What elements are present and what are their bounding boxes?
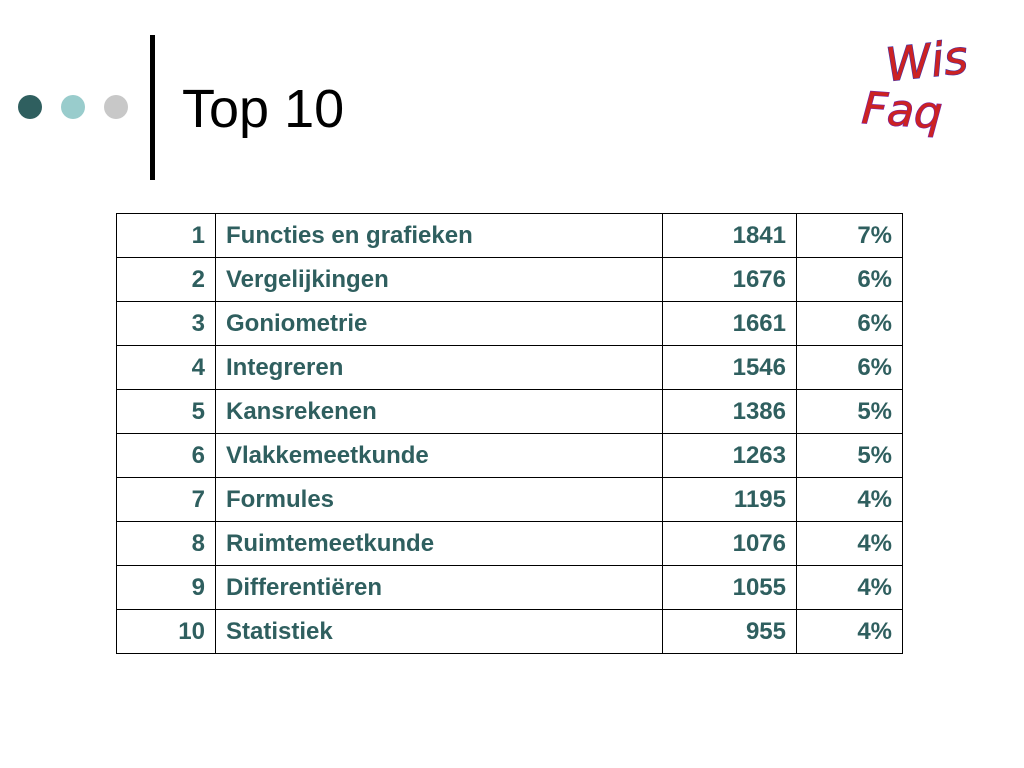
percent-cell: 6% [796,257,903,302]
table-row: 5 Kansrekenen 1386 5% [116,389,903,434]
percent-cell: 6% [796,345,903,390]
topic-cell: Vergelijkingen [215,257,663,302]
count-cell: 1076 [662,521,797,566]
topic-cell: Ruimtemeetkunde [215,521,663,566]
topic-cell: Integreren [215,345,663,390]
table-row: 8 Ruimtemeetkunde 1076 4% [116,521,903,566]
topic-cell: Goniometrie [215,301,663,346]
percent-cell: 4% [796,565,903,610]
count-cell: 1386 [662,389,797,434]
table-row: 2 Vergelijkingen 1676 6% [116,257,903,302]
rank-cell: 2 [116,257,216,302]
rank-cell: 9 [116,565,216,610]
slide-title: Top 10 [182,79,345,139]
topic-cell: Vlakkemeetkunde [215,433,663,478]
table-row: 10 Statistiek 955 4% [116,609,903,654]
bullet-dot-dark [18,95,42,119]
top10-table: 1 Functies en grafieken 1841 7% 2 Vergelijkin… [116,213,903,654]
logo-line-2: Faq [860,83,944,139]
percent-cell: 5% [796,433,903,478]
topic-cell: Differentiëren [215,565,663,610]
rank-cell: 4 [116,345,216,390]
topic-cell: Formules [215,477,663,522]
rank-cell: 6 [116,433,216,478]
percent-cell: 6% [796,301,903,346]
topic-cell: Kansrekenen [215,389,663,434]
top10-table-body: 1 Functies en grafieken 1841 7% 2 Vergelijkin… [116,213,903,654]
rank-cell: 8 [116,521,216,566]
rank-cell: 3 [116,301,216,346]
count-cell: 1661 [662,301,797,346]
count-cell: 1195 [662,477,797,522]
count-cell: 1546 [662,345,797,390]
bullet-dot-teal [61,95,85,119]
rank-cell: 1 [116,213,216,258]
table-row: 1 Functies en grafieken 1841 7% [116,213,903,258]
count-cell: 955 [662,609,797,654]
table-row: 7 Formules 1195 4% [116,477,903,522]
table-row: 9 Differentiëren 1055 4% [116,565,903,610]
table-row: 6 Vlakkemeetkunde 1263 5% [116,433,903,478]
count-cell: 1676 [662,257,797,302]
topic-cell: Functies en grafieken [215,213,663,258]
count-cell: 1841 [662,213,797,258]
topic-cell: Statistiek [215,609,663,654]
logo-line-1: Wis [883,30,970,92]
table-row: 4 Integreren 1546 6% [116,345,903,390]
percent-cell: 5% [796,389,903,434]
wisfaq-logo: Wis Faq [856,26,980,142]
rank-cell: 7 [116,477,216,522]
table-row: 3 Goniometrie 1661 6% [116,301,903,346]
percent-cell: 4% [796,609,903,654]
percent-cell: 4% [796,477,903,522]
count-cell: 1263 [662,433,797,478]
bullet-dot-gray [104,95,128,119]
count-cell: 1055 [662,565,797,610]
percent-cell: 4% [796,521,903,566]
wisfaq-logo-graphic: Wis Faq [860,29,971,140]
rank-cell: 10 [116,609,216,654]
percent-cell: 7% [796,213,903,258]
title-divider [150,35,155,180]
rank-cell: 5 [116,389,216,434]
